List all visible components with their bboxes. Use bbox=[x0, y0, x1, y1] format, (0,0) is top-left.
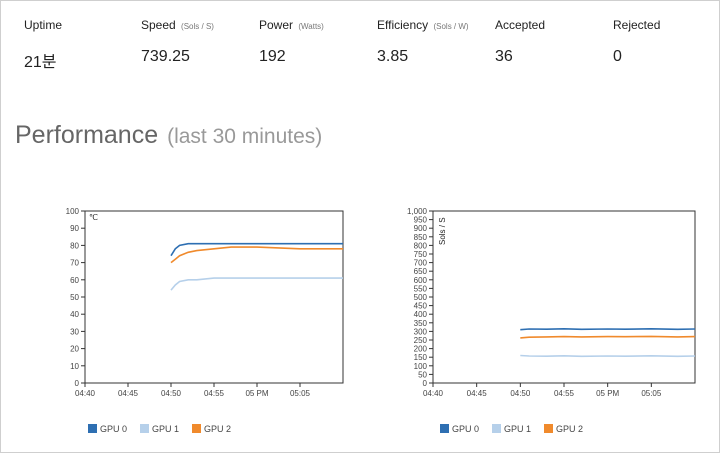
x-tick-label: 05:05 bbox=[641, 389, 662, 398]
y-tick-label: 100 bbox=[66, 207, 80, 216]
y-tick-label: 850 bbox=[414, 233, 428, 242]
y-tick-label: 550 bbox=[414, 284, 428, 293]
y-tick-label: 90 bbox=[70, 224, 79, 233]
legend-label-gpu-2: GPU 2 bbox=[556, 424, 583, 434]
speed-value: 739.25 bbox=[141, 48, 190, 65]
legend-swatch-gpu-1 bbox=[140, 424, 149, 433]
y-tick-label: 150 bbox=[414, 353, 428, 362]
y-tick-label: 500 bbox=[414, 293, 428, 302]
series-line-gpu-0 bbox=[520, 327, 696, 331]
y-tick-label: 50 bbox=[418, 370, 427, 379]
y-tick-label: 1,000 bbox=[407, 207, 428, 216]
accepted-value: 36 bbox=[495, 48, 513, 65]
y-tick-label: 700 bbox=[414, 259, 428, 268]
legend-label-gpu-1: GPU 1 bbox=[152, 424, 179, 434]
y-tick-label: 900 bbox=[414, 224, 428, 233]
y-tick-label: 300 bbox=[414, 327, 428, 336]
legend-label-gpu-0: GPU 0 bbox=[452, 424, 479, 434]
y-tick-label: 600 bbox=[414, 276, 428, 285]
x-tick-label: 04:50 bbox=[161, 389, 182, 398]
y-tick-label: 70 bbox=[70, 259, 79, 268]
y-tick-label: 80 bbox=[70, 241, 79, 250]
y-tick-label: 60 bbox=[70, 276, 79, 285]
y-tick-label: 0 bbox=[423, 379, 428, 388]
y-axis-title: Sols / S bbox=[438, 217, 447, 245]
x-tick-label: 05:05 bbox=[290, 389, 311, 398]
y-tick-label: 100 bbox=[414, 362, 428, 371]
x-tick-label: 04:55 bbox=[554, 389, 575, 398]
speed-unit: (Sols / S) bbox=[181, 22, 214, 31]
y-tick-label: 50 bbox=[70, 293, 79, 302]
x-tick-label: 04:50 bbox=[510, 389, 531, 398]
accepted-label: Accepted bbox=[495, 18, 546, 32]
y-tick-label: 800 bbox=[414, 241, 428, 250]
legend-swatch-gpu-1 bbox=[492, 424, 501, 433]
legend-swatch-gpu-2 bbox=[192, 424, 201, 433]
x-tick-label: 04:40 bbox=[75, 389, 96, 398]
legend-swatch-gpu-2 bbox=[544, 424, 553, 433]
x-tick-label: 04:40 bbox=[423, 389, 444, 398]
series-line-gpu-1 bbox=[520, 354, 696, 358]
y-tick-label: 200 bbox=[414, 345, 428, 354]
y-tick-label: 450 bbox=[414, 302, 428, 311]
y-tick-label: 400 bbox=[414, 310, 428, 319]
y-tick-label: 0 bbox=[75, 379, 80, 388]
series-line-gpu-0 bbox=[170, 242, 343, 257]
y-tick-label: 10 bbox=[70, 362, 79, 371]
series-line-gpu-2 bbox=[520, 335, 696, 339]
y-tick-label: 650 bbox=[414, 267, 428, 276]
x-tick-label: 04:45 bbox=[118, 389, 139, 398]
performance-title: Performance (last 30 minutes) bbox=[15, 121, 323, 149]
power-label: Power (Watts) bbox=[259, 18, 324, 32]
y-axis-title: ℃ bbox=[89, 213, 98, 222]
x-tick-label: 05 PM bbox=[596, 389, 619, 398]
power-value: 192 bbox=[259, 48, 286, 65]
x-tick-label: 04:45 bbox=[467, 389, 488, 398]
y-tick-label: 30 bbox=[70, 327, 79, 336]
y-tick-label: 250 bbox=[414, 336, 428, 345]
efficiency-unit: (Sols / W) bbox=[433, 22, 469, 31]
series-line-gpu-1 bbox=[170, 277, 343, 291]
y-tick-label: 750 bbox=[414, 250, 428, 259]
uptime-label: Uptime bbox=[24, 18, 63, 32]
speed-label: Speed (Sols / S) bbox=[141, 18, 214, 32]
x-tick-label: 04:55 bbox=[204, 389, 225, 398]
legend-swatch-gpu-0 bbox=[88, 424, 97, 433]
legend-label-gpu-2: GPU 2 bbox=[204, 424, 231, 434]
y-tick-label: 40 bbox=[70, 310, 79, 319]
x-tick-label: 05 PM bbox=[245, 389, 268, 398]
rejected-label: Rejected bbox=[613, 18, 661, 32]
y-tick-label: 20 bbox=[70, 345, 79, 354]
performance-subtitle: (last 30 minutes) bbox=[167, 125, 323, 148]
efficiency-label: Efficiency (Sols / W) bbox=[377, 18, 469, 32]
plot-area bbox=[432, 210, 696, 384]
y-tick-label: 350 bbox=[414, 319, 428, 328]
uptime-value: 21분 bbox=[24, 54, 57, 71]
series-line-gpu-2 bbox=[170, 246, 343, 264]
power-unit: (Watts) bbox=[298, 22, 324, 31]
rejected-value: 0 bbox=[613, 48, 622, 65]
legend-label-gpu-0: GPU 0 bbox=[100, 424, 127, 434]
legend-label-gpu-1: GPU 1 bbox=[504, 424, 531, 434]
efficiency-value: 3.85 bbox=[377, 48, 409, 65]
legend-swatch-gpu-0 bbox=[440, 424, 449, 433]
y-tick-label: 950 bbox=[414, 216, 428, 225]
